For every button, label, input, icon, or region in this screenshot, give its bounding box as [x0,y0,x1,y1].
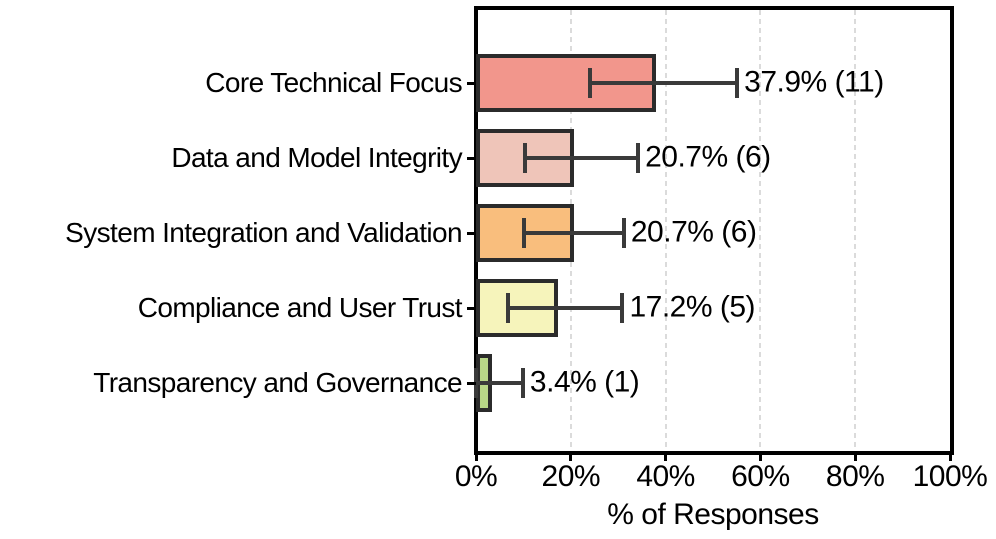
x-axis-tick [474,451,478,461]
error-bar-cap-low [474,368,478,398]
x-tick-label: 0% [454,460,498,493]
value-label: 17.2% (5) [629,290,756,324]
category-label: Transparency and Governance [93,367,462,398]
value-label: 37.9% (11) [744,65,884,99]
error-bar-line [589,81,738,85]
value-label: 20.7% (6) [630,215,757,249]
value-label: 3.4% (1) [529,365,640,399]
value-label: 20.7% (6) [645,140,771,174]
gridline-60pct [759,10,762,451]
error-bar-cap-high [520,368,525,398]
y-axis-tick [467,156,476,160]
category-label: Data and Model Integrity [171,142,462,173]
error-bar-cap-high [621,218,626,248]
y-axis-tick [467,306,476,310]
error-bar-cap-low [587,68,592,98]
x-axis-tick [948,451,952,461]
category-label: Core Technical Focus [205,67,462,98]
x-tick-label: 100% [912,460,988,493]
error-bar-cap-low [506,293,511,323]
x-tick-label: 20% [541,460,601,493]
error-bar-cap-high [735,68,740,98]
x-tick-label: 60% [731,460,790,493]
error-bar-line [524,156,639,160]
x-tick-label: 80% [825,460,885,493]
error-bar-cap-high [620,293,625,323]
error-bar-cap-high [636,143,641,173]
gridline-80pct [854,10,857,451]
category-label: Compliance and User Trust [137,292,463,323]
error-bar-line [523,231,624,235]
x-axis-title: % of Responses [607,498,819,531]
x-axis-tick [664,451,668,461]
gridline-40pct [664,10,667,451]
x-axis-tick [569,451,573,461]
y-axis-tick [467,231,476,235]
y-axis-tick [467,381,476,385]
x-tick-label: 40% [636,460,695,493]
x-axis-tick [758,451,762,461]
x-axis-tick [853,451,857,461]
error-bar-cap-low [521,218,526,248]
error-bar-line [476,381,523,385]
category-label: System Integration and Validation [65,217,462,248]
y-axis-tick [467,81,476,85]
error-bar-line [508,306,623,310]
error-bar-cap-low [522,143,527,173]
